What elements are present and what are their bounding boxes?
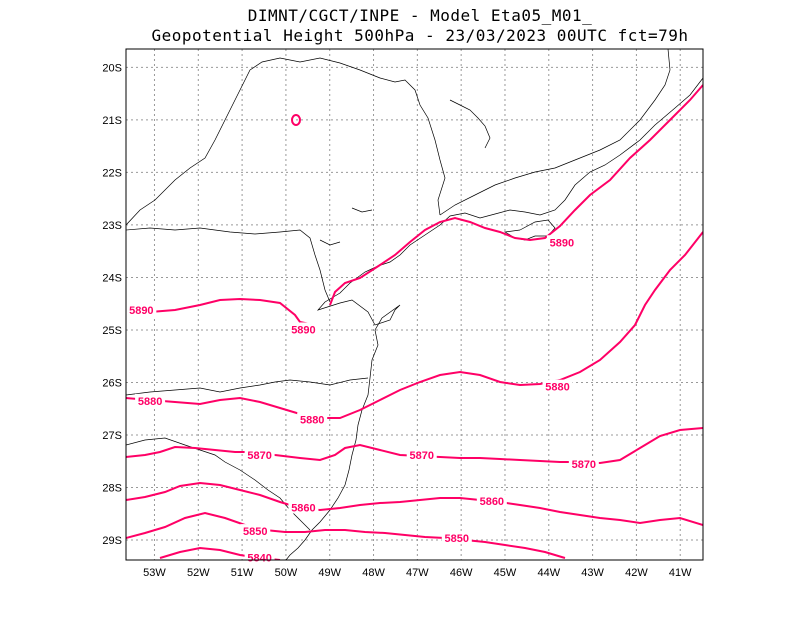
- lon-axis: 53W 52W 51W 50W 49W 48W 47W 46W 45W 44W 43W 42W 41W: [143, 567, 692, 579]
- rs-state-border: [126, 437, 311, 531]
- lon-tick-label: 47W: [406, 567, 429, 579]
- contour-5880: [126, 231, 703, 419]
- contour-label-bg: [288, 500, 319, 514]
- contour-5850: [126, 511, 566, 559]
- grid-lines: [126, 49, 703, 560]
- contour-5870: [126, 427, 703, 465]
- lat-tick-label: 25S: [102, 325, 122, 337]
- contour-label-bg: [546, 235, 577, 249]
- contour-label-bg: [406, 447, 437, 461]
- contour-label-5850: 5850: [445, 533, 469, 545]
- contour-closed-small: [291, 114, 301, 126]
- contour-label-5860: 5860: [480, 496, 504, 508]
- lon-tick-label: 43W: [581, 567, 604, 579]
- lat-tick-label: 27S: [102, 430, 122, 442]
- lon-tick-label: 53W: [143, 567, 166, 579]
- contour-label-5890: 5890: [129, 305, 153, 317]
- contour-label-5880: 5880: [300, 414, 324, 426]
- lon-tick-label: 46W: [450, 567, 473, 579]
- contour-label-bg: [297, 412, 328, 426]
- lat-tick-label: 21S: [102, 115, 122, 127]
- lat-tick-label: 23S: [102, 220, 122, 232]
- coastline: [285, 77, 703, 560]
- contour-label-bg: [240, 524, 271, 538]
- lon-tick-label: 52W: [187, 567, 210, 579]
- lon-tick-label: 42W: [625, 567, 648, 579]
- contour-label-bg: [542, 379, 573, 393]
- lon-tick-label: 48W: [362, 567, 385, 579]
- lon-tick-label: 50W: [275, 567, 298, 579]
- river-lakes: [319, 99, 491, 246]
- lat-tick-label: 22S: [102, 167, 122, 179]
- contour-label-bg: [288, 322, 319, 336]
- contour-label-bg: [441, 530, 472, 544]
- contour-label-5870: 5870: [572, 459, 596, 471]
- sp-state-border: [126, 57, 446, 226]
- contour-label-bg: [126, 303, 157, 317]
- lat-tick-label: 29S: [102, 535, 122, 547]
- contour-5890-b: [329, 84, 703, 306]
- contour-label-bg: [135, 393, 166, 407]
- contour-label-5890: 5890: [550, 237, 574, 249]
- contour-label-5850: 5850: [243, 526, 267, 538]
- contour-label-5880: 5880: [545, 382, 569, 394]
- contour-label-5880: 5880: [138, 396, 162, 408]
- sc-state-border: [126, 377, 369, 396]
- mg-rj-border: [439, 49, 671, 216]
- title-line-1: DIMNT/CGCT/INPE - Model Eta05_M01_: [247, 6, 593, 25]
- pr-state-border: [126, 227, 331, 303]
- lon-tick-label: 41W: [669, 567, 692, 579]
- lat-tick-label: 26S: [102, 377, 122, 389]
- contour-label-5870: 5870: [409, 450, 433, 462]
- contour-label-5860: 5860: [291, 502, 315, 514]
- lat-tick-label: 28S: [102, 483, 122, 495]
- contour-label-5840: 5840: [247, 552, 271, 564]
- contour-label-bg: [244, 447, 275, 461]
- contour-lines: [126, 84, 703, 560]
- lon-tick-label: 49W: [318, 567, 341, 579]
- contour-label-5890: 5890: [291, 324, 315, 336]
- lon-tick-label: 51W: [231, 567, 254, 579]
- contour-labels: 5890 5890 5890 5880 5880 5880 5870 5870 5870 5860…: [126, 235, 599, 564]
- contour-5860: [126, 481, 703, 526]
- map-frame: [125, 48, 704, 561]
- lat-tick-label: 20S: [102, 62, 122, 74]
- contour-label-bg: [476, 494, 507, 508]
- lat-axis: 20S 21S 22S 23S 24S 25S 26S 27S 28S 29S: [102, 62, 122, 547]
- lon-tick-label: 45W: [494, 567, 517, 579]
- lon-tick-label: 44W: [537, 567, 560, 579]
- title-line-2: Geopotential Height 500hPa - 23/03/2023 …: [151, 26, 689, 45]
- contour-5890-a: [126, 297, 316, 326]
- boundaries: [126, 49, 703, 560]
- lat-tick-label: 24S: [102, 272, 122, 284]
- contour-label-5870: 5870: [247, 450, 271, 462]
- contour-label-bg: [568, 456, 599, 470]
